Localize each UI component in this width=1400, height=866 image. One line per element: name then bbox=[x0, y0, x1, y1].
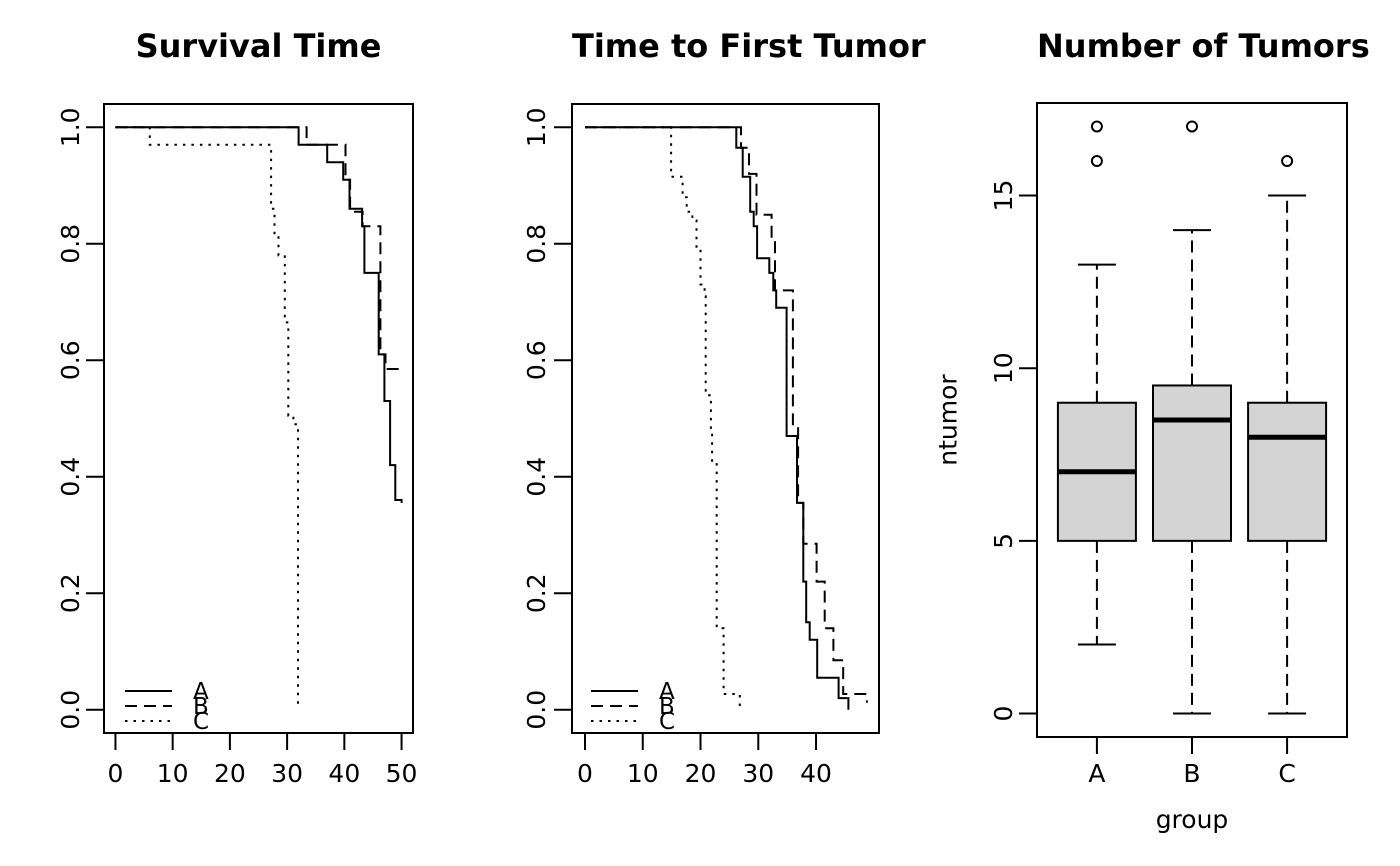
y-tick-label: 0.8 bbox=[522, 224, 551, 264]
series-C-curve bbox=[585, 126, 741, 710]
x-tick-label: 30 bbox=[271, 759, 303, 788]
x-tick-label: 10 bbox=[627, 759, 659, 788]
legend-label-C: C bbox=[659, 709, 675, 735]
x-tick-label: 0 bbox=[577, 759, 593, 788]
x-tick-label: 40 bbox=[800, 759, 832, 788]
x-tick-label: B bbox=[1183, 759, 1200, 788]
legend-label-A: A bbox=[193, 679, 209, 705]
y-tick-label: 0.6 bbox=[522, 340, 551, 380]
y-tick-label: 0.4 bbox=[522, 457, 551, 497]
plot-box bbox=[571, 103, 880, 734]
y-tick-label: 10 bbox=[989, 352, 1018, 384]
box-C bbox=[1247, 401, 1328, 542]
y-tick-label: 0.6 bbox=[56, 340, 85, 380]
box-B bbox=[1152, 384, 1232, 542]
x-tick-label: 40 bbox=[328, 759, 360, 788]
series-B-curve bbox=[585, 126, 868, 703]
x-axis-label-group: group bbox=[1155, 805, 1229, 834]
legend-label-A: A bbox=[659, 679, 675, 705]
y-tick-label: 0.4 bbox=[56, 457, 85, 497]
y-tick-label: 0 bbox=[989, 706, 1018, 722]
survival-time-chart: 0.0 0.2 0.4 0.6 0.8 1.0 0 10 20 30 40 50 ABC bbox=[56, 103, 418, 788]
y-tick-label: 0.8 bbox=[56, 224, 85, 264]
outlier-A bbox=[1090, 155, 1103, 168]
time-to-first-tumor-chart: 0.0 0.2 0.4 0.6 0.8 1.0 0 10 20 30 40 ABC bbox=[522, 103, 880, 788]
legend-label-B: B bbox=[659, 694, 675, 720]
y-tick-label: 0.0 bbox=[56, 690, 85, 730]
y-tick-label: 1.0 bbox=[522, 107, 551, 147]
series-B-curve bbox=[115, 126, 403, 370]
x-tick-label: 30 bbox=[742, 759, 774, 788]
y-tick-label: 15 bbox=[989, 180, 1018, 212]
series-A-curve bbox=[585, 126, 850, 710]
plot-box bbox=[103, 103, 414, 734]
series-A-curve bbox=[115, 126, 403, 503]
number-of-tumors-chart: 0 5 10 15 A B C bbox=[989, 102, 1348, 788]
legend-label-B: B bbox=[193, 694, 209, 720]
y-tick-label: 0.2 bbox=[522, 573, 551, 613]
x-tick-label: A bbox=[1088, 759, 1105, 788]
x-tick-label: C bbox=[1278, 759, 1295, 788]
outlier-B bbox=[1186, 120, 1198, 133]
y-tick-label: 1.0 bbox=[56, 107, 85, 147]
panel-title-survival-time: Survival Time bbox=[135, 27, 382, 65]
x-tick-label: 20 bbox=[214, 759, 246, 788]
panel-title-number-of-tumors: Number of Tumors bbox=[1037, 27, 1370, 65]
outlier-C bbox=[1281, 155, 1294, 168]
outlier-A bbox=[1090, 120, 1103, 133]
x-tick-label: 10 bbox=[157, 759, 189, 788]
y-tick-label: 0.2 bbox=[56, 573, 85, 613]
y-axis-label-ntumor: ntumor bbox=[933, 374, 963, 466]
x-tick-label: 0 bbox=[107, 759, 123, 788]
panel-title-time-to-first-tumor: Time to First Tumor bbox=[572, 27, 926, 65]
y-tick-label: 5 bbox=[989, 533, 1018, 549]
series-C-curve bbox=[115, 126, 299, 710]
x-tick-label: 20 bbox=[685, 759, 717, 788]
x-tick-label: 50 bbox=[386, 759, 418, 788]
legend-label-C: C bbox=[193, 709, 209, 735]
y-tick-label: 0.0 bbox=[522, 690, 551, 730]
